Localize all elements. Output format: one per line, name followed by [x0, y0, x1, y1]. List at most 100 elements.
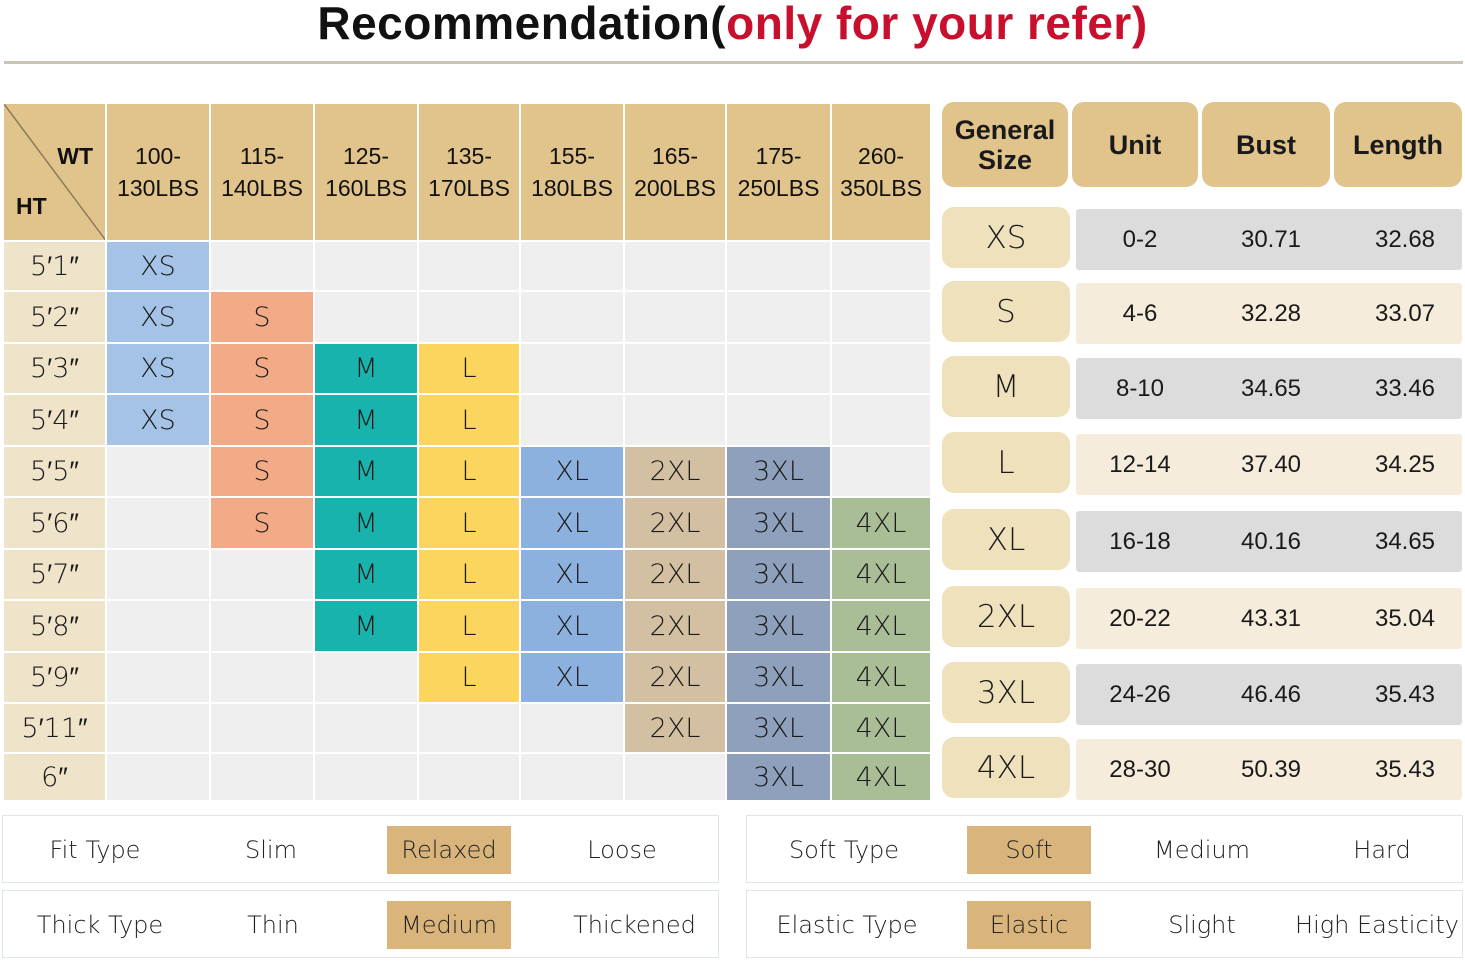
spec-length: 35.04 [1374, 605, 1436, 632]
weight-header: 125- 160LBS [313, 102, 419, 242]
size-cell: 4XL [830, 651, 932, 704]
fit-option: Relaxed [387, 826, 511, 874]
spec-unit: 8-10 [1115, 375, 1165, 402]
grid-row: 5′3″ XS S M L [2, 342, 932, 395]
spec-bust: 30.71 [1240, 226, 1302, 253]
size-cell: L [417, 599, 521, 653]
spec-bust: 46.46 [1240, 681, 1302, 708]
empty-cell [830, 445, 932, 498]
grid-row: 5′4″ XS S M L [2, 393, 932, 447]
size-cell: 4XL [830, 548, 932, 601]
grid-row: 5′7″ M L XL 2XL 3XL 4XL [2, 548, 932, 601]
grid-row: 5′6″ S M L XL 2XL 3XL 4XL [2, 496, 932, 550]
spec-size-label: 2XL [942, 586, 1070, 647]
empty-cell [105, 496, 211, 550]
size-cell: M [313, 548, 419, 601]
size-cell: 4XL [830, 496, 932, 550]
height-label: 5′4″ [2, 393, 107, 447]
size-cell: S [209, 445, 315, 498]
empty-cell [209, 702, 315, 754]
empty-cell [623, 393, 727, 447]
size-cell: M [313, 496, 419, 550]
size-cell: L [417, 548, 521, 601]
empty-cell [209, 548, 315, 601]
spec-bust: 37.40 [1240, 451, 1302, 478]
unit-header: Unit [1072, 102, 1198, 187]
grid-row: 5′8″ M L XL 2XL 3XL 4XL [2, 599, 932, 653]
empty-cell [519, 702, 625, 754]
elastic-option: Elastic [967, 901, 1091, 949]
height-axis-label: HT [16, 193, 47, 219]
empty-cell [417, 240, 521, 292]
spec-row: 8-10 34.65 33.46 [1076, 358, 1462, 419]
empty-cell [105, 702, 211, 754]
size-cell: XL [519, 548, 625, 601]
empty-cell [519, 290, 625, 344]
empty-cell [209, 752, 315, 802]
spec-bust: 40.16 [1240, 528, 1302, 555]
spec-size-label: XL [942, 509, 1070, 570]
grid-corner: WT HT [2, 102, 107, 242]
empty-cell [209, 240, 315, 292]
empty-cell [519, 342, 625, 395]
spec-length: 34.65 [1374, 528, 1436, 555]
spec-size-label: XS [942, 207, 1070, 268]
empty-cell [623, 752, 727, 802]
size-cell: 3XL [725, 702, 832, 754]
size-cell: L [417, 445, 521, 498]
empty-cell [725, 240, 832, 292]
spec-length: 35.43 [1374, 756, 1436, 783]
empty-cell [519, 240, 625, 292]
size-cell: 2XL [623, 548, 727, 601]
size-cell: 2XL [623, 651, 727, 704]
spec-size-label: L [942, 432, 1070, 493]
empty-cell [725, 342, 832, 395]
thick-type-bar: Thick Type Thin Medium Thickened [2, 890, 719, 958]
corner-diagonal [5, 105, 104, 239]
thick-option: Thin [247, 911, 299, 939]
soft-option: Hard [1353, 836, 1411, 864]
spec-length: 34.25 [1374, 451, 1436, 478]
weight-header: 155- 180LBS [519, 102, 625, 242]
fit-option: Slim [245, 836, 297, 864]
height-label: 5′9″ [2, 651, 107, 704]
spec-row: 4-6 32.28 33.07 [1076, 283, 1462, 344]
size-cell: 2XL [623, 599, 727, 653]
empty-cell [623, 342, 727, 395]
spec-length: 33.07 [1374, 300, 1436, 327]
empty-cell [105, 752, 211, 802]
spec-unit: 20-22 [1109, 605, 1171, 632]
thick-type-label: Thick Type [36, 911, 164, 939]
size-cell: XS [105, 342, 211, 395]
empty-cell [417, 752, 521, 802]
weight-header: 260- 350LBS [830, 102, 932, 242]
empty-cell [105, 651, 211, 704]
size-cell: 4XL [830, 599, 932, 653]
size-cell: L [417, 496, 521, 550]
weight-header: 175- 250LBS [725, 102, 832, 242]
empty-cell [209, 599, 315, 653]
size-cell: S [209, 496, 315, 550]
grid-row: 6″ 3XL 4XL [2, 752, 932, 802]
spec-bust: 50.39 [1240, 756, 1302, 783]
size-cell: 2XL [623, 496, 727, 550]
size-cell: M [313, 445, 419, 498]
empty-cell [313, 702, 419, 754]
size-cell: 4XL [830, 752, 932, 802]
height-label: 5′6″ [2, 496, 107, 550]
spec-unit: 16-18 [1109, 528, 1171, 555]
elastic-option: Slight [1168, 911, 1236, 939]
size-cell: 3XL [725, 445, 832, 498]
size-cell: S [209, 393, 315, 447]
size-cell: M [313, 342, 419, 395]
size-cell: XL [519, 599, 625, 653]
spec-row: 0-2 30.71 32.68 [1076, 209, 1462, 270]
height-label: 5′8″ [2, 599, 107, 653]
weight-header: 135- 170LBS [417, 102, 521, 242]
empty-cell [830, 342, 932, 395]
weight-axis-label: WT [57, 143, 93, 169]
spec-row: 16-18 40.16 34.65 [1076, 511, 1462, 572]
size-cell: L [417, 393, 521, 447]
height-label: 5′2″ [2, 290, 107, 344]
empty-cell [623, 290, 727, 344]
